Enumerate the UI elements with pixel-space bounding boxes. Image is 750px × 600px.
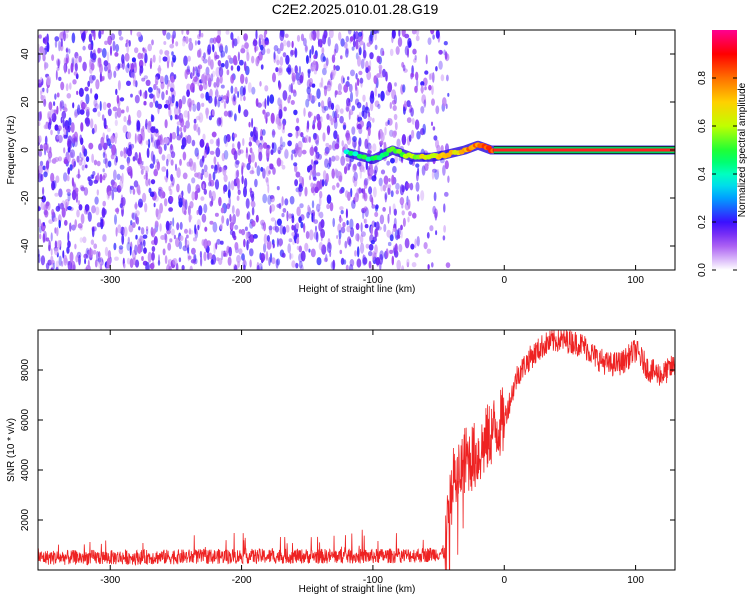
y-axis-label: Frequency (Hz) bbox=[6, 116, 17, 185]
x-tick-label: -100 bbox=[363, 575, 383, 586]
y-axis-label: SNR (10 * v/v) bbox=[6, 418, 17, 482]
heatmap-noise bbox=[38, 30, 451, 270]
x-tick-label: -100 bbox=[363, 275, 383, 286]
colorbar-tick-label: 0.8 bbox=[697, 71, 708, 85]
y-tick-label: 4000 bbox=[20, 458, 31, 481]
carrier-line bbox=[493, 148, 675, 152]
y-tick-label: 20 bbox=[20, 96, 31, 108]
x-axis-label: Height of straight line (km) bbox=[299, 584, 416, 595]
x-tick-label: -300 bbox=[100, 275, 120, 286]
colorbar-tick-label: 0.2 bbox=[697, 215, 708, 229]
colorbar bbox=[712, 30, 737, 270]
y-tick-label: 8000 bbox=[20, 358, 31, 381]
y-tick-label: 40 bbox=[20, 48, 31, 60]
x-tick-label: 100 bbox=[627, 275, 644, 286]
x-tick-label: 0 bbox=[501, 575, 507, 586]
colorbar-tick-label: 0.0 bbox=[697, 263, 708, 277]
colorbar-tick-label: 0.4 bbox=[697, 167, 708, 181]
y-tick-label: -20 bbox=[20, 190, 31, 205]
x-tick-label: -200 bbox=[232, 575, 252, 586]
heatmap-area bbox=[38, 30, 675, 270]
y-tick-label: 0 bbox=[20, 147, 31, 153]
y-tick-label: -40 bbox=[20, 238, 31, 253]
snr-frame bbox=[37, 329, 676, 571]
colorbar-label: Normalized spectral amplitude bbox=[737, 82, 748, 217]
x-tick-label: -200 bbox=[232, 275, 252, 286]
colorbar-tick-label: 0.6 bbox=[697, 119, 708, 133]
snr-series-line bbox=[38, 330, 675, 570]
x-tick-label: 0 bbox=[501, 275, 507, 286]
x-tick-label: -300 bbox=[100, 575, 120, 586]
x-axis-label: Height of straight line (km) bbox=[299, 284, 416, 295]
x-tick-label: 100 bbox=[627, 575, 644, 586]
chart-title: C2E2.2025.010.01.28.G19 bbox=[271, 1, 439, 17]
y-tick-label: 6000 bbox=[20, 408, 31, 431]
y-tick-label: 2000 bbox=[20, 508, 31, 531]
